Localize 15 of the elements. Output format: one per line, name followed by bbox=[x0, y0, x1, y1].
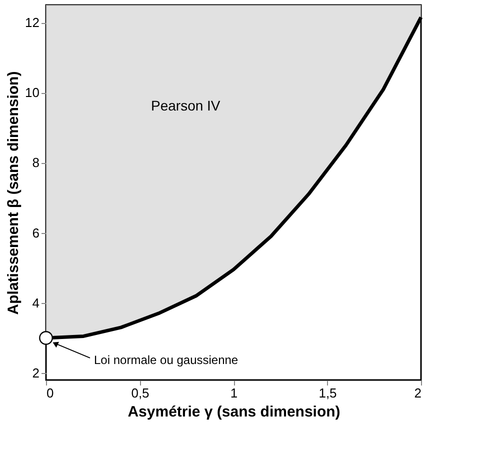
y-axis-title: Aplatissement β (sans dimension) bbox=[5, 71, 22, 315]
x-axis-title: Asymétrie γ (sans dimension) bbox=[128, 404, 340, 420]
x-tick-label: 1,5 bbox=[318, 386, 337, 400]
x-tick-label: 2 bbox=[414, 386, 422, 400]
x-tick-label: 0,5 bbox=[131, 386, 150, 400]
y-tick-label: 6 bbox=[32, 225, 40, 240]
x-tick-label: 0 bbox=[46, 386, 54, 400]
y-tick-label: 10 bbox=[25, 85, 40, 100]
y-tick-label: 2 bbox=[32, 365, 40, 380]
y-tick-label: 4 bbox=[32, 295, 40, 310]
annotation: Pearson IV bbox=[151, 97, 221, 114]
x-tick-label: 1 bbox=[230, 386, 238, 400]
annotation: Loi normale ou gaussienne bbox=[94, 352, 238, 367]
y-tick-label: 8 bbox=[32, 155, 40, 170]
y-tick-label: 12 bbox=[25, 15, 40, 30]
